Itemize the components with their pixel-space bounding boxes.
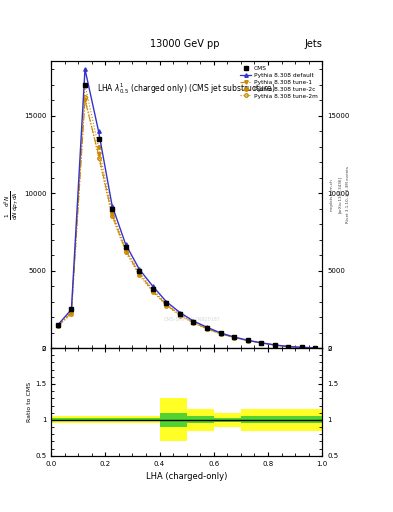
X-axis label: LHA (charged-only): LHA (charged-only) xyxy=(146,472,228,481)
Text: Rivet 3.1.10, ≥ 3.3M events: Rivet 3.1.10, ≥ 3.3M events xyxy=(346,166,350,223)
Y-axis label: $\frac{1}{\mathrm{d}N}\frac{\mathrm{d}^2N}{\mathrm{d}p_T\,\mathrm{d}\lambda}$: $\frac{1}{\mathrm{d}N}\frac{\mathrm{d}^2… xyxy=(3,190,21,220)
Text: mcplots.cern.ch: mcplots.cern.ch xyxy=(330,178,334,211)
Text: [arXiv:1306.3436]: [arXiv:1306.3436] xyxy=(338,176,342,213)
Legend: CMS, Pythia 8.308 default, Pythia 8.308 tune-1, Pythia 8.308 tune-2c, Pythia 8.3: CMS, Pythia 8.308 default, Pythia 8.308 … xyxy=(238,65,320,100)
Text: Jets: Jets xyxy=(305,38,322,49)
Y-axis label: Ratio to CMS: Ratio to CMS xyxy=(28,382,32,422)
Text: CMS-SMP-21_JN920187: CMS-SMP-21_JN920187 xyxy=(163,316,220,323)
Text: 13000 GeV pp: 13000 GeV pp xyxy=(150,38,219,49)
Text: LHA $\lambda^{1}_{0.5}$ (charged only) (CMS jet substructure): LHA $\lambda^{1}_{0.5}$ (charged only) (… xyxy=(97,81,276,96)
